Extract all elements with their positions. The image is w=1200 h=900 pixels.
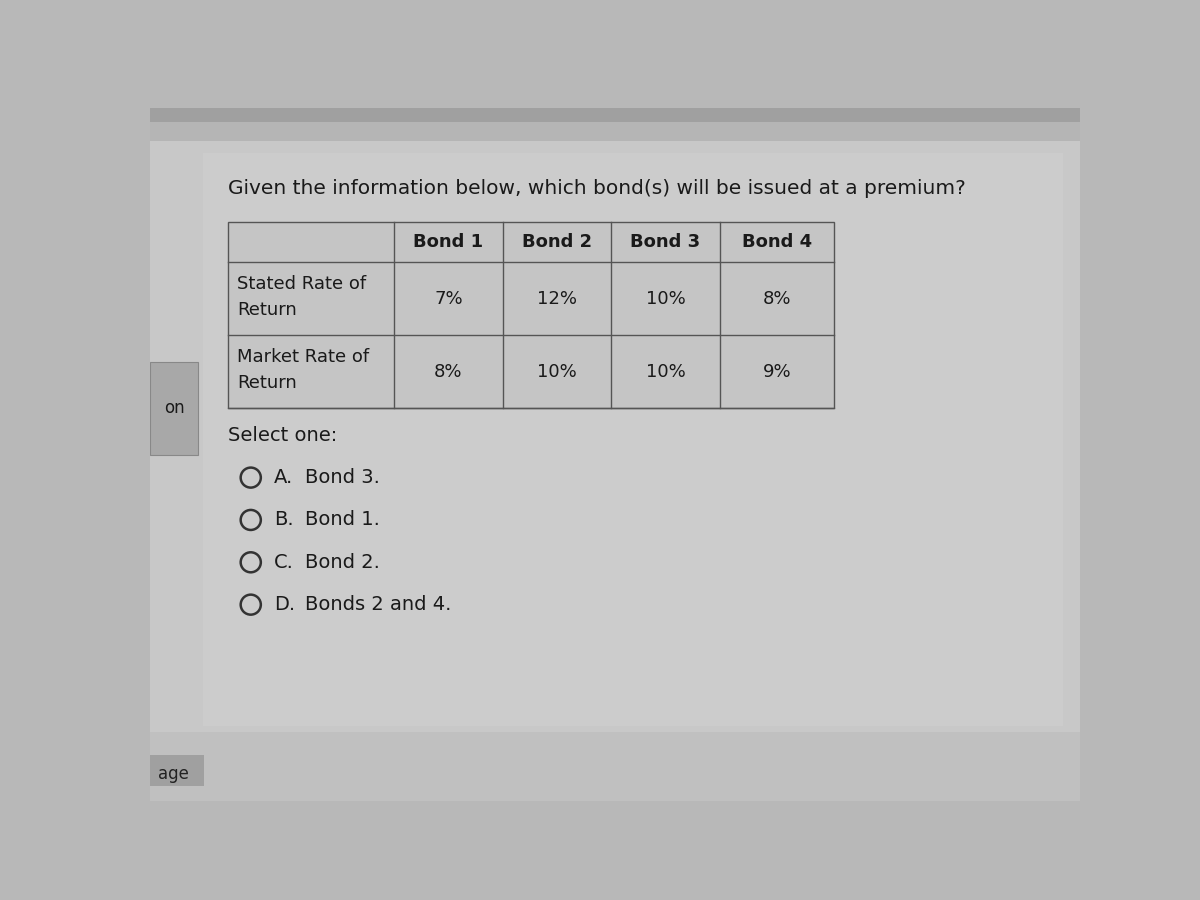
Text: Return: Return — [236, 374, 296, 392]
Text: Bond 1.: Bond 1. — [305, 510, 380, 529]
Text: age: age — [157, 765, 188, 783]
Text: 10%: 10% — [646, 363, 685, 381]
Text: Bond 2: Bond 2 — [522, 233, 592, 251]
Text: Market Rate of: Market Rate of — [236, 347, 368, 365]
Text: 8%: 8% — [434, 363, 463, 381]
Text: 9%: 9% — [763, 363, 791, 381]
Bar — [203, 153, 1063, 726]
Text: 7%: 7% — [434, 290, 463, 308]
Text: Bond 1: Bond 1 — [413, 233, 484, 251]
Bar — [150, 122, 1080, 141]
Bar — [150, 362, 198, 454]
Text: C.: C. — [274, 553, 294, 572]
Bar — [228, 222, 834, 409]
Text: 10%: 10% — [538, 363, 577, 381]
Text: Bonds 2 and 4.: Bonds 2 and 4. — [305, 595, 451, 614]
Text: 8%: 8% — [763, 290, 791, 308]
Text: A.: A. — [274, 468, 293, 487]
Text: B.: B. — [274, 510, 294, 529]
Text: Bond 2.: Bond 2. — [305, 553, 380, 572]
Bar — [150, 755, 204, 786]
Text: Stated Rate of: Stated Rate of — [236, 274, 366, 292]
Text: Bond 3: Bond 3 — [630, 233, 701, 251]
Text: D.: D. — [274, 595, 295, 614]
Text: Bond 3.: Bond 3. — [305, 468, 380, 487]
Text: Select one:: Select one: — [228, 426, 337, 445]
Text: 10%: 10% — [646, 290, 685, 308]
Bar — [150, 108, 1080, 122]
Text: Given the information below, which bond(s) will be issued at a premium?: Given the information below, which bond(… — [228, 179, 965, 198]
Text: 12%: 12% — [536, 290, 577, 308]
Text: Bond 4: Bond 4 — [742, 233, 812, 251]
Text: on: on — [163, 400, 185, 418]
Bar — [150, 732, 1080, 801]
Text: Return: Return — [236, 301, 296, 319]
